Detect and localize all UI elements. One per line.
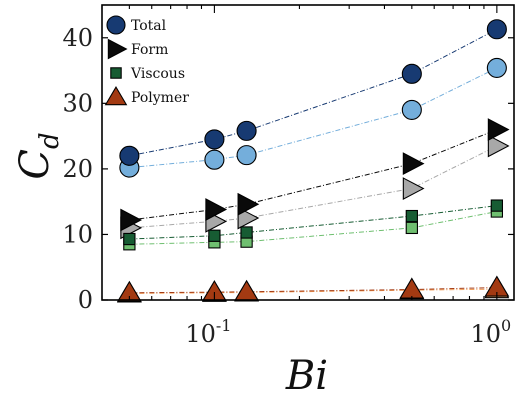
data-point-form — [237, 192, 260, 216]
data-point-total-light — [486, 57, 507, 78]
data-point-total — [119, 145, 140, 166]
y-axis: 0 10 20 30 40 — [62, 24, 514, 314]
data-point-total — [486, 19, 507, 40]
data-point-polymer — [234, 279, 260, 301]
y-tick-label: 40 — [62, 24, 93, 52]
y-tick-label: 30 — [62, 89, 93, 117]
data-point-viscous-light — [405, 221, 418, 235]
data-point-form-light — [237, 206, 260, 230]
series-line-total — [129, 28, 498, 157]
data-point-form-light — [402, 177, 425, 200]
data-point-form-light — [487, 134, 510, 158]
data-point-form — [402, 152, 425, 176]
x-axis-label: Bi — [285, 353, 328, 395]
x-axis: 10-1 100 — [101, 5, 511, 348]
x-tick-label: 10-1 — [185, 316, 231, 348]
data-point-total — [204, 129, 225, 150]
legend-marker-viscous — [110, 67, 122, 79]
legend-marker-form — [107, 38, 128, 60]
legend-label-viscous: Viscous — [130, 66, 185, 82]
x-tick-label: 100 — [470, 316, 511, 348]
legend-label-polymer: Polymer — [131, 90, 189, 106]
data-point-viscous — [208, 229, 221, 242]
data-point-viscous — [405, 209, 418, 223]
legend-marker-total — [106, 15, 126, 35]
data-point-polymer — [116, 280, 142, 302]
data-point-viscous — [240, 226, 253, 239]
data-point-viscous — [123, 232, 136, 246]
legend-label-total: Total — [131, 18, 167, 34]
series-line-total-light — [129, 67, 498, 169]
legend-item-form: Form — [107, 38, 168, 60]
data-point-form — [120, 208, 143, 232]
data-point-form — [487, 118, 510, 141]
y-tick-label: 10 — [62, 220, 93, 248]
legend-label-form: Form — [131, 42, 168, 58]
legend-item-viscous: Viscous — [110, 66, 185, 82]
plot-frame — [101, 4, 515, 301]
series-viscous — [123, 199, 504, 251]
data-point-total-light — [204, 149, 225, 170]
legend: Total Form Viscous Polymer — [104, 15, 189, 106]
y-tick-label: 20 — [62, 155, 93, 183]
data-point-total-light — [236, 145, 257, 166]
data-point-form — [205, 198, 228, 221]
data-point-viscous — [490, 199, 504, 212]
data-point-total — [236, 120, 257, 141]
series-layer — [116, 19, 510, 303]
series-line-form-light — [129, 145, 498, 229]
legend-marker-polymer — [104, 86, 128, 106]
y-tick-label: 0 — [78, 286, 93, 314]
data-point-total-light — [401, 99, 422, 120]
series-line-viscous-light — [129, 211, 497, 245]
legend-item-total: Total — [106, 15, 167, 35]
series-line-form — [129, 129, 498, 221]
legend-item-polymer: Polymer — [104, 86, 189, 106]
y-axis-label: Cd — [12, 132, 65, 179]
series-polymer — [116, 275, 510, 303]
data-point-total — [401, 63, 422, 84]
series-total — [119, 19, 507, 178]
data-point-polymer — [399, 277, 425, 299]
